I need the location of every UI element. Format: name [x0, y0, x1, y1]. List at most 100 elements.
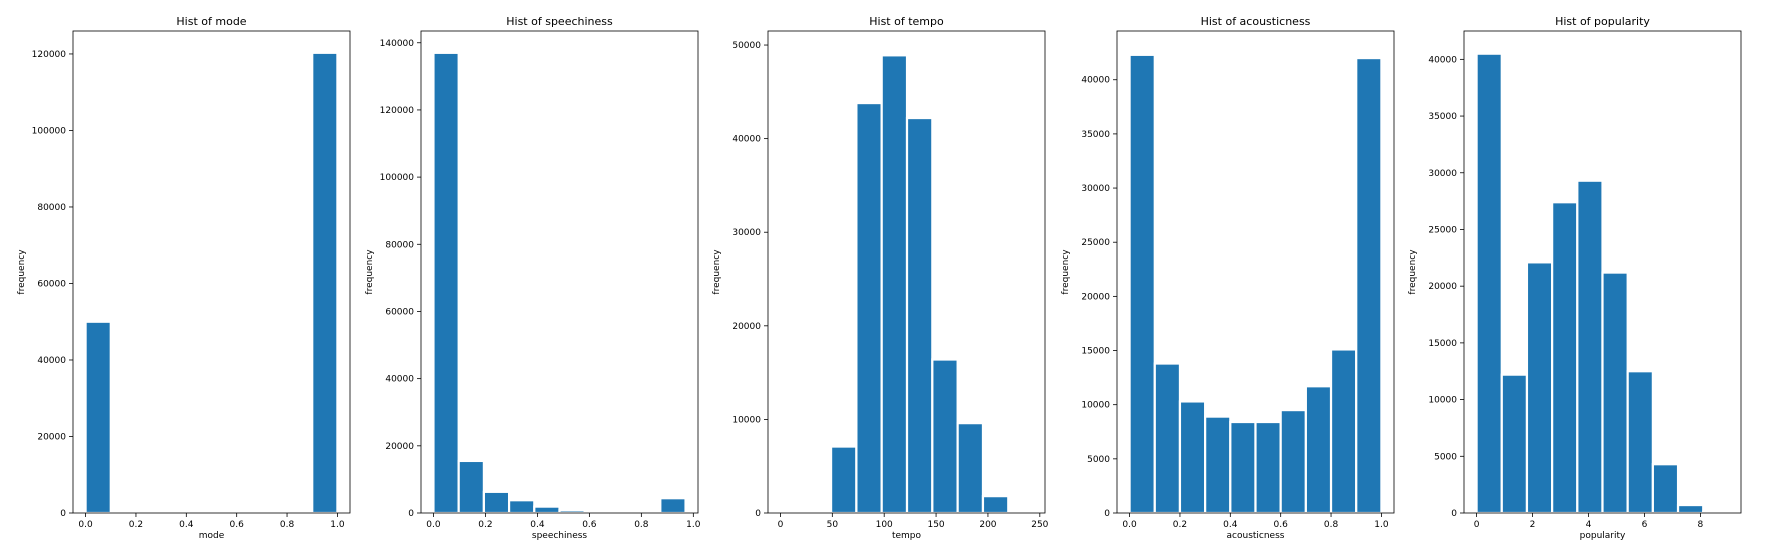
y-tick-label: 10000 — [732, 415, 761, 425]
bar — [931, 358, 959, 515]
bar — [533, 505, 561, 515]
bar — [1355, 56, 1383, 515]
y-tick-label: 5000 — [1087, 455, 1110, 465]
bar — [1676, 503, 1705, 515]
chart-3: 0 50 100 150 200 250 0 10000 20000 30000 40000 5000… — [712, 15, 1049, 541]
y-tick-label: 20000 — [37, 432, 66, 442]
x-tick-label: 0.8 — [280, 520, 295, 530]
y-tick-label: 35000 — [1428, 112, 1457, 122]
y-tick-label: 40000 — [732, 135, 761, 145]
y-tick-label: 10000 — [1428, 396, 1457, 406]
y-tick-label: 30000 — [1428, 169, 1457, 179]
x-tick-label: 0.8 — [1324, 520, 1339, 530]
bar — [659, 497, 687, 515]
y-axis-label: frequency — [712, 249, 722, 295]
x-tick-label: 0.0 — [78, 520, 93, 530]
y-tick-label: 25000 — [1428, 225, 1457, 235]
chart-title: Hist of mode — [176, 15, 246, 28]
y-tick-label: 10000 — [1081, 401, 1110, 411]
bar — [482, 490, 511, 515]
y-tick-label: 120000 — [32, 50, 67, 60]
x-tick-label: 100 — [876, 520, 893, 530]
y-tick-label: 15000 — [1081, 347, 1110, 357]
x-tick-label: 0.4 — [1223, 520, 1238, 530]
bar — [558, 509, 586, 515]
bar — [1254, 420, 1282, 515]
y-tick-label: 40000 — [385, 375, 414, 385]
x-tick-label: 0.0 — [426, 520, 441, 530]
x-tick-label: 1.0 — [686, 520, 701, 530]
bar — [84, 320, 112, 515]
x-tick-label: 6 — [1642, 520, 1648, 530]
bar — [1128, 53, 1156, 515]
bar — [1525, 261, 1554, 515]
x-tick-label: 1.0 — [1374, 520, 1389, 530]
y-axis-label: frequency — [1061, 249, 1071, 295]
y-tick-label: 120000 — [380, 106, 415, 116]
y-tick-label: 0 — [408, 509, 414, 519]
axes-frame — [767, 30, 1046, 514]
y-tick-label: 0 — [755, 509, 761, 519]
x-tick-label: 200 — [979, 520, 996, 530]
bar — [1601, 271, 1629, 515]
x-axis-label: acousticness — [1227, 531, 1285, 541]
y-tick-label: 60000 — [37, 279, 66, 289]
bar — [311, 51, 339, 515]
bar — [1329, 348, 1358, 515]
y-tick-label: 35000 — [1081, 130, 1110, 140]
x-axis-label: speechiness — [532, 531, 588, 541]
x-tick-label: 0.4 — [179, 520, 194, 530]
bar — [1279, 409, 1307, 515]
x-tick-label: 0.2 — [129, 520, 143, 530]
chart-title: Hist of speechiness — [506, 15, 613, 28]
chart-title: Hist of popularity — [1555, 15, 1650, 28]
x-axis-label: tempo — [892, 531, 922, 541]
axes-frame — [1116, 30, 1395, 514]
bar — [1229, 420, 1257, 515]
y-tick-label: 0 — [1451, 509, 1457, 519]
bar — [1475, 52, 1503, 515]
y-tick-label: 100000 — [32, 126, 67, 136]
bar — [1551, 201, 1579, 515]
axes-frame — [1463, 30, 1742, 514]
axes-frame — [420, 30, 699, 514]
y-tick-label: 40000 — [1428, 55, 1457, 65]
y-tick-label: 60000 — [385, 307, 414, 317]
y-tick-label: 25000 — [1081, 238, 1110, 248]
y-tick-label: 20000 — [1081, 292, 1110, 302]
bar — [432, 51, 460, 515]
y-axis-label: frequency — [1408, 249, 1418, 295]
chart-1: 0.0 0.2 0.4 0.6 0.8 1.0 0 20000 40000 60000 80000 1… — [17, 15, 351, 541]
bar — [1178, 400, 1207, 515]
y-tick-label: 20000 — [385, 442, 414, 452]
x-tick-label: 0.6 — [230, 520, 245, 530]
y-tick-label: 0 — [1104, 509, 1110, 519]
bar — [905, 116, 934, 515]
x-axis-label: mode — [199, 531, 225, 541]
bar — [1304, 385, 1333, 515]
chart-2: 0.0 0.2 0.4 0.6 0.8 1.0 0 20000 40000 60000 80000 1… — [365, 15, 701, 541]
x-tick-label: 0.0 — [1122, 520, 1137, 530]
x-tick-label: 8 — [1698, 520, 1704, 530]
bar — [829, 445, 858, 515]
x-tick-label: 0.2 — [1173, 520, 1187, 530]
x-tick-label: 150 — [927, 520, 944, 530]
bar — [981, 495, 1010, 515]
bar — [1153, 362, 1182, 515]
y-tick-label: 20000 — [732, 322, 761, 332]
bar — [1576, 179, 1604, 515]
y-tick-label: 40000 — [37, 356, 66, 366]
y-tick-label: 140000 — [380, 39, 415, 49]
bar — [457, 459, 485, 515]
x-tick-label: 0.6 — [582, 520, 597, 530]
chart-title: Hist of tempo — [869, 15, 944, 28]
y-tick-label: 5000 — [1434, 452, 1457, 462]
x-tick-label: 0 — [1474, 520, 1480, 530]
x-tick-label: 0 — [778, 520, 784, 530]
y-tick-label: 100000 — [380, 173, 415, 183]
y-tick-label: 30000 — [1081, 184, 1110, 194]
y-tick-label: 0 — [60, 509, 66, 519]
x-tick-label: 0.2 — [478, 520, 492, 530]
y-tick-label: 20000 — [1428, 282, 1457, 292]
